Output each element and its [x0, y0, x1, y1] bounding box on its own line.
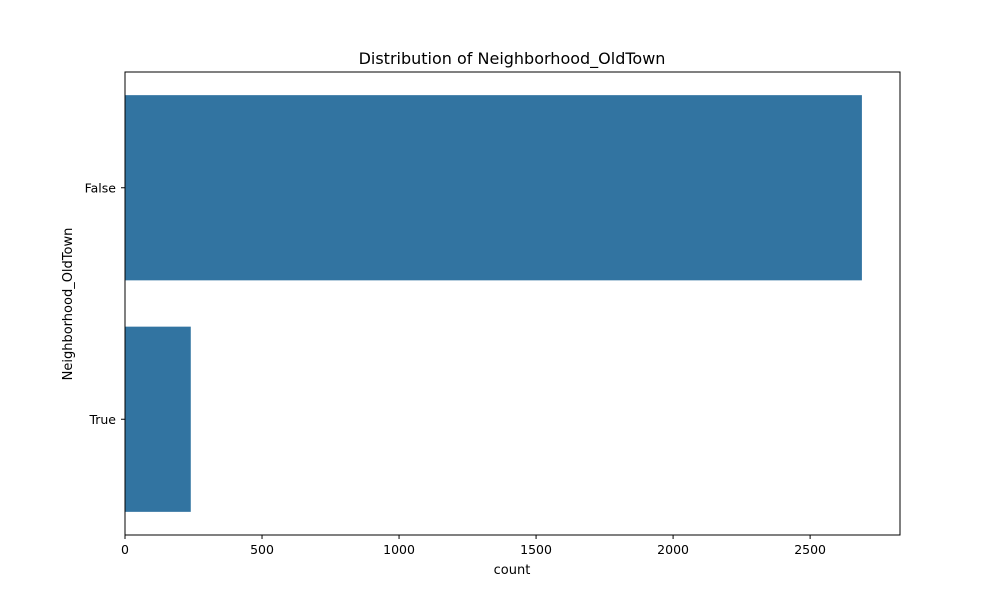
y-axis-ticks: False True — [85, 180, 125, 427]
x-tick-label: 1500 — [520, 542, 552, 557]
chart-title: Distribution of Neighborhood_OldTown — [359, 49, 666, 69]
bars-group — [125, 95, 862, 512]
x-tick-label: 1000 — [383, 542, 415, 557]
x-axis-label: count — [494, 563, 531, 578]
bar-true — [125, 326, 191, 512]
x-axis-ticks: 0 500 1000 1500 2000 2500 — [121, 535, 826, 557]
plot-frame — [124, 71, 901, 536]
x-tick-label: 0 — [121, 542, 129, 557]
y-axis-label: Neighborhood_OldTown — [61, 228, 76, 381]
bar-false — [125, 95, 862, 281]
x-tick-label: 2000 — [657, 542, 689, 557]
x-tick-label: 2500 — [794, 542, 826, 557]
x-tick-label: 500 — [250, 542, 274, 557]
y-tick-label: True — [88, 412, 116, 427]
y-tick-label: False — [85, 180, 117, 195]
